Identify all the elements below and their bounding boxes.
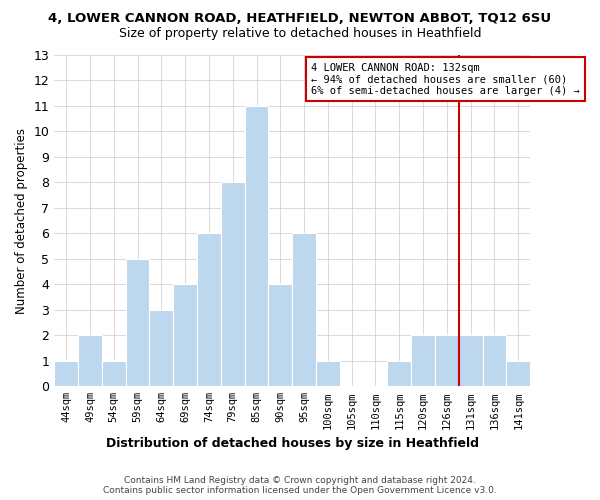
Bar: [245, 106, 268, 386]
Bar: [292, 234, 316, 386]
Bar: [173, 284, 197, 386]
Bar: [149, 310, 173, 386]
Text: 4 LOWER CANNON ROAD: 132sqm
← 94% of detached houses are smaller (60)
6% of semi: 4 LOWER CANNON ROAD: 132sqm ← 94% of det…: [311, 62, 580, 96]
Bar: [268, 284, 292, 386]
Bar: [54, 361, 78, 386]
Text: Size of property relative to detached houses in Heathfield: Size of property relative to detached ho…: [119, 28, 481, 40]
Bar: [125, 259, 149, 386]
Text: Contains HM Land Registry data © Crown copyright and database right 2024.
Contai: Contains HM Land Registry data © Crown c…: [103, 476, 497, 495]
Bar: [78, 336, 102, 386]
Bar: [411, 336, 435, 386]
Bar: [197, 234, 221, 386]
Bar: [506, 361, 530, 386]
Bar: [459, 336, 482, 386]
Bar: [221, 182, 245, 386]
Bar: [482, 336, 506, 386]
Bar: [102, 361, 125, 386]
Y-axis label: Number of detached properties: Number of detached properties: [15, 128, 28, 314]
X-axis label: Distribution of detached houses by size in Heathfield: Distribution of detached houses by size …: [106, 437, 479, 450]
Text: 4, LOWER CANNON ROAD, HEATHFIELD, NEWTON ABBOT, TQ12 6SU: 4, LOWER CANNON ROAD, HEATHFIELD, NEWTON…: [49, 12, 551, 26]
Bar: [316, 361, 340, 386]
Bar: [388, 361, 411, 386]
Bar: [435, 336, 459, 386]
